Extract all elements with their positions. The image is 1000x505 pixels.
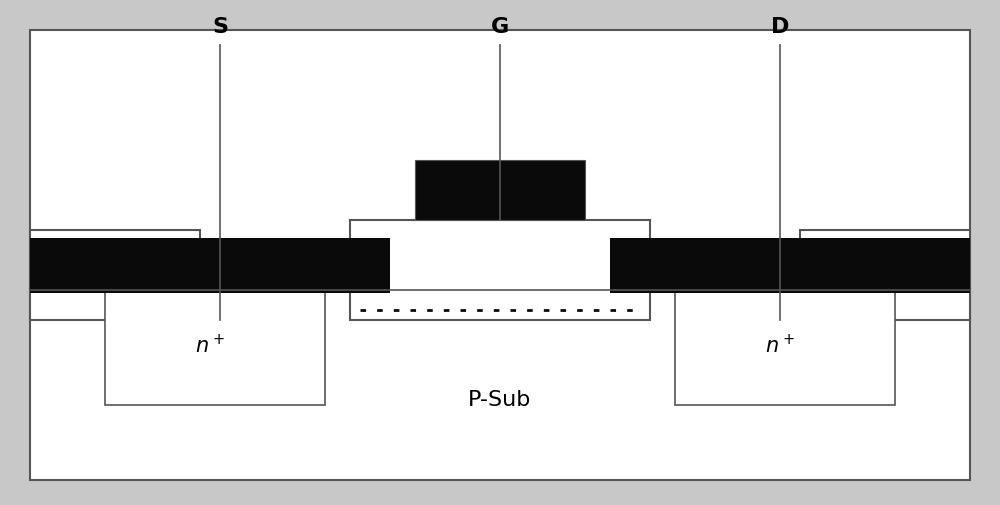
Bar	[30, 238, 390, 293]
Bar	[675, 285, 895, 405]
Bar	[105, 285, 325, 405]
Text: S: S	[212, 17, 228, 37]
Text: $\mathit{n}^+$: $\mathit{n}^+$	[765, 333, 795, 357]
Bar	[30, 30, 970, 480]
Text: P-Sub: P-Sub	[468, 390, 532, 410]
Bar	[415, 160, 585, 220]
Text: G: G	[491, 17, 509, 37]
Bar	[610, 238, 970, 293]
Text: D: D	[771, 17, 789, 37]
Text: $\mathit{n}^+$: $\mathit{n}^+$	[195, 333, 225, 357]
Bar	[30, 230, 200, 320]
Bar	[800, 230, 970, 320]
Bar	[350, 220, 650, 320]
